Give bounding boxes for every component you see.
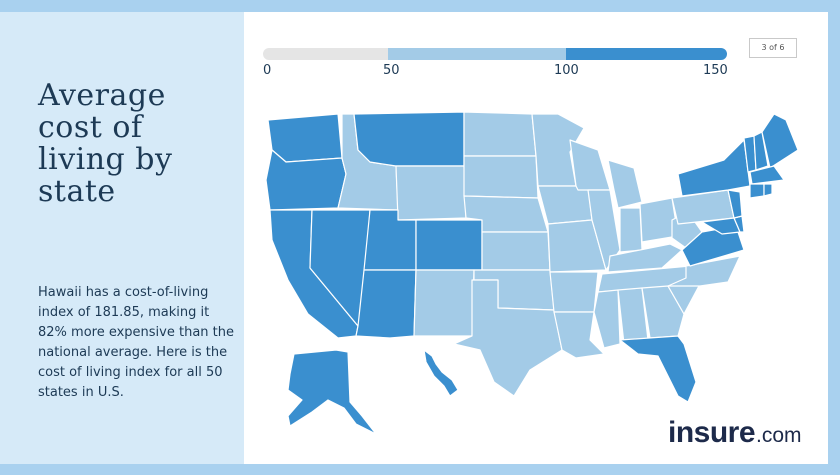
state-WA	[267, 113, 343, 163]
state-RI	[763, 183, 773, 197]
state-CT	[749, 183, 765, 199]
us-cost-of-living-map	[265, 111, 798, 435]
state-ME	[761, 113, 798, 169]
logo-brand-text: insure	[668, 416, 756, 449]
state-MS	[593, 289, 621, 349]
legend-segment-low	[263, 48, 388, 60]
legend-tick-0: 0	[263, 63, 272, 78]
legend-segment-mid	[388, 48, 566, 60]
state-IN	[619, 207, 643, 253]
state-MN	[531, 113, 585, 187]
state-CO	[415, 219, 483, 271]
state-IA	[537, 185, 593, 225]
legend-tick-50: 50	[383, 63, 400, 78]
legend-segment-high	[566, 48, 727, 60]
state-FL	[619, 335, 697, 403]
state-MI	[607, 159, 643, 209]
legend-tick-100: 100	[554, 63, 579, 78]
state-SD	[463, 155, 539, 199]
sidebar-panel	[0, 12, 244, 464]
state-MA	[749, 165, 785, 185]
state-MT	[353, 111, 465, 167]
state-AZ	[355, 269, 417, 339]
state-NY	[677, 139, 751, 197]
state-KY	[607, 243, 683, 273]
state-TX	[453, 279, 563, 397]
state-WY	[395, 165, 467, 221]
state-NH	[753, 131, 769, 171]
state-KS	[481, 231, 551, 271]
state-GA	[641, 285, 685, 339]
state-AR	[549, 271, 599, 313]
logo-domain-text: .com	[756, 424, 802, 447]
state-NJ	[727, 189, 743, 219]
state-VA	[681, 225, 745, 267]
page-indicator[interactable]: 3 of 6	[749, 38, 797, 58]
state-AK	[287, 349, 377, 435]
state-WI	[569, 139, 611, 191]
state-NC	[667, 255, 741, 287]
state-HI	[423, 349, 459, 397]
insure-logo[interactable]: insure .com	[668, 414, 802, 448]
description-text: Hawaii has a cost-of-living index of 181…	[38, 285, 235, 400]
legend-tick-150: 150	[703, 63, 728, 78]
state-ND	[463, 111, 537, 157]
state-NM	[413, 269, 475, 337]
page-title: Average cost of living by state	[38, 78, 173, 209]
